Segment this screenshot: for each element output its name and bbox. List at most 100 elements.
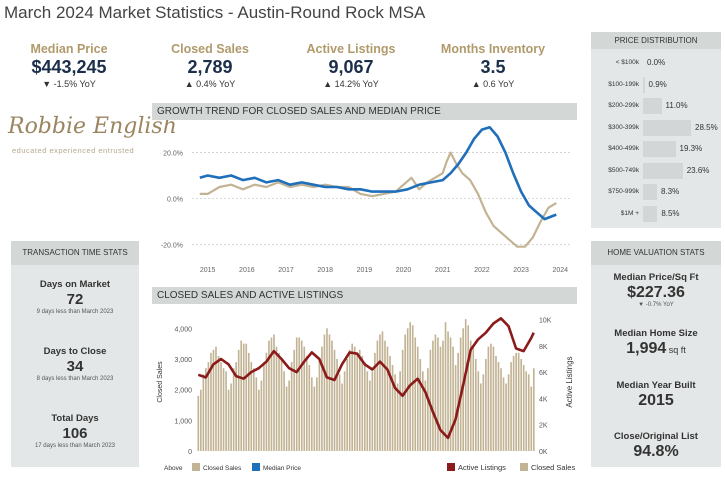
stat-label: Median Home Size	[614, 328, 698, 339]
bar-closed-sales	[288, 380, 290, 451]
bar-closed-sales	[492, 346, 495, 451]
price-band-label: $750-999k	[608, 188, 639, 195]
legend-label: Median Price	[263, 465, 301, 472]
bar-closed-sales	[442, 340, 444, 451]
page-title: March 2024 Market Statistics - Austin-Ro…	[4, 3, 426, 22]
bar-closed-sales	[328, 334, 331, 451]
bar-closed-sales	[401, 349, 404, 451]
bar-closed-sales	[273, 334, 275, 451]
bar-closed-sales	[235, 362, 237, 451]
bar-closed-sales	[389, 355, 391, 451]
logo-signature: Robbie English	[8, 114, 177, 139]
bar-closed-sales	[280, 359, 283, 451]
year-built-stat: Median Year Built 2015	[591, 380, 721, 410]
kpi-value: 3.5	[480, 57, 506, 77]
kpi-label: Median Price	[30, 42, 108, 56]
legend-label: Closed Sales	[531, 463, 575, 472]
price-band-row: $400-499k 19.3%	[591, 141, 721, 157]
bar-closed-sales	[507, 374, 510, 451]
bar-closed-sales	[384, 340, 386, 451]
price-band-label: < $100k	[615, 59, 639, 66]
legend-label: Active Listings	[458, 463, 506, 472]
stat-number: 1,994	[626, 340, 667, 357]
bar-closed-sales	[452, 346, 454, 451]
bar-closed-sales	[517, 352, 520, 451]
legend-label: Closed Sales	[203, 465, 242, 472]
bar-closed-sales	[356, 352, 359, 451]
series-line-closed-sales	[199, 151, 557, 248]
price-band-label: $500-749k	[608, 166, 639, 174]
bar-closed-sales	[399, 371, 401, 451]
y-tick-label: 2,000	[174, 388, 192, 395]
price-band-row: < $100k 0.0%	[591, 55, 721, 71]
stat-value: $227.36	[627, 284, 685, 301]
price-band-row: $500-749k 23.6%	[591, 162, 721, 179]
days-on-market-stat: Days on Market 72 9 days less than March…	[11, 279, 139, 315]
bar-closed-sales	[427, 368, 429, 451]
stat-sub: 8 days less than March 2023	[36, 376, 114, 382]
stat-value: 34	[66, 358, 84, 375]
y-tick-label: 0	[188, 449, 192, 456]
bar-closed-sales	[348, 349, 351, 451]
y-tick-label: 1,000	[174, 418, 192, 425]
kpi-value: $443,245	[31, 57, 107, 77]
bar-closed-sales	[212, 349, 215, 451]
x-tick-label: 2019	[357, 267, 373, 274]
bar-closed-sales	[308, 365, 311, 451]
bar-closed-sales	[275, 346, 278, 451]
close-original-stat: Close/Original List 94.8%	[591, 431, 721, 461]
kpi-closed-sales: Closed Sales 2,789 ▲ 0.4% YoY	[145, 42, 275, 89]
x-tick-label: 2018	[317, 267, 333, 274]
stat-value: 106	[62, 425, 88, 442]
price-band-pct: 19.3%	[679, 144, 703, 153]
bar-closed-sales	[497, 362, 500, 451]
bar-closed-sales	[495, 355, 497, 451]
y-tick-label: 0.0%	[167, 196, 183, 203]
price-band-pct: 0.9%	[648, 79, 667, 89]
bar-closed-sales	[311, 377, 313, 451]
bar-closed-sales	[411, 325, 414, 451]
kpi-label: Active Listings	[306, 42, 396, 56]
kpi-yoy: ▼ -1.5% YoY	[42, 79, 96, 89]
bar-closed-sales	[318, 359, 321, 451]
stat-sub: ▼ -0.7% YoY	[638, 302, 674, 308]
bar-closed-sales	[305, 355, 308, 451]
bar-closed-sales	[449, 337, 452, 451]
bar-closed-sales	[270, 337, 273, 451]
bar-closed-sales	[416, 346, 419, 451]
bar-closed-sales	[255, 377, 258, 451]
bar-closed-sales	[230, 383, 232, 451]
bar-closed-sales	[220, 362, 222, 451]
bar-closed-sales	[520, 359, 523, 451]
bar-closed-sales	[343, 371, 346, 451]
y-tick-label: 20.0%	[163, 151, 183, 158]
bar-closed-sales	[353, 346, 356, 451]
bar-closed-sales	[437, 337, 439, 451]
bar-closed-sales	[250, 362, 253, 451]
kpi-yoy: ▲ 14.2% YoY	[323, 79, 379, 89]
price-band-row: $300-399k 28.5%	[591, 119, 721, 136]
bar-closed-sales	[371, 371, 374, 451]
bar-closed-sales	[336, 359, 338, 451]
bar-closed-sales	[240, 340, 243, 451]
price-per-sqft-stat: Median Price/Sq Ft $227.36 ▼ -0.7% YoY	[591, 272, 721, 308]
transaction-stats-panel	[11, 241, 139, 467]
price-band-row: $750-999k 8.3%	[591, 184, 721, 200]
bar-closed-sales	[351, 343, 354, 451]
growth-trend-chart: 20.0% 0.0% -20.0% 2015 2016 2017 2018 2019 2020 2…	[161, 126, 572, 274]
bar-closed-sales	[515, 352, 517, 451]
bar-closed-sales	[419, 359, 422, 451]
bar-closed-sales	[472, 346, 475, 451]
bar-closed-sales	[525, 371, 528, 451]
bar-closed-sales	[283, 371, 285, 451]
x-tick-label: 2023	[513, 267, 529, 274]
bar-closed-sales	[414, 337, 417, 451]
bar-closed-sales	[232, 368, 235, 451]
bar-closed-sales	[386, 346, 389, 451]
total-days-stat: Total Days 106 17 days less than March 2…	[11, 413, 139, 449]
bar-closed-sales	[381, 331, 384, 451]
bar-closed-sales	[447, 331, 449, 451]
home-valuation-panel	[591, 241, 721, 467]
y2-tick-label: 8K	[539, 344, 548, 351]
bar-closed-sales	[530, 386, 533, 451]
